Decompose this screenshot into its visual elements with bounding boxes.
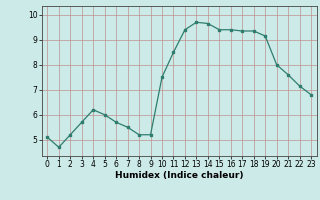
X-axis label: Humidex (Indice chaleur): Humidex (Indice chaleur) bbox=[115, 171, 244, 180]
